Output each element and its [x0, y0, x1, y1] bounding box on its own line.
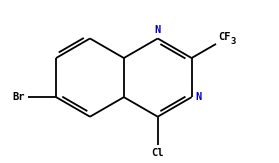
Text: CF: CF: [219, 32, 231, 42]
Text: Cl: Cl: [151, 148, 164, 158]
Text: N: N: [155, 25, 161, 35]
Text: 3: 3: [230, 37, 236, 46]
Text: N: N: [196, 92, 202, 102]
Text: Br: Br: [13, 92, 25, 102]
